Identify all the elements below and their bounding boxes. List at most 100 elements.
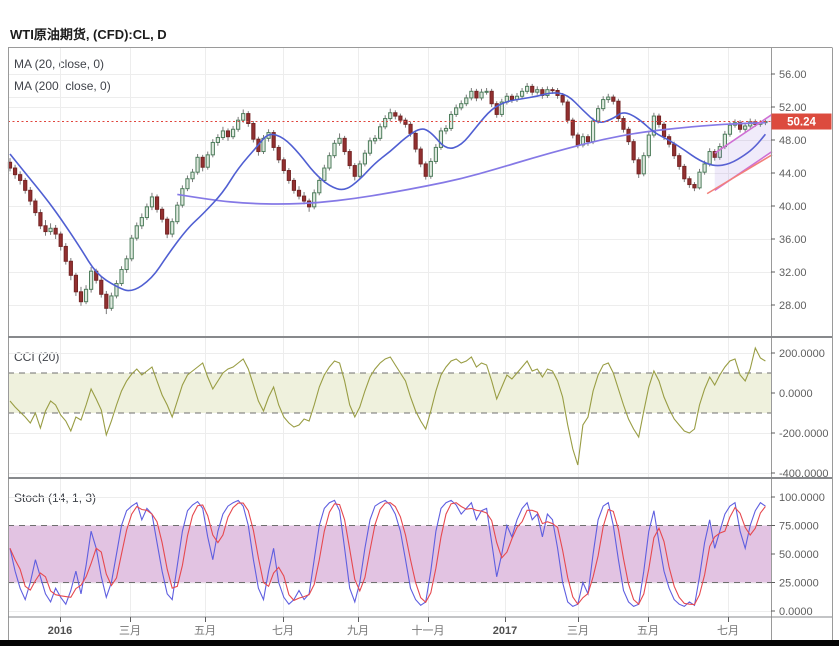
candle: [535, 89, 540, 93]
candle: [702, 163, 707, 173]
candle: [83, 288, 89, 303]
price-axis[interactable]: [771, 48, 832, 618]
candle: [550, 89, 555, 92]
candle: [433, 146, 438, 162]
price-axis-label: -400.0000: [779, 468, 829, 480]
candle: [124, 258, 129, 271]
candle: [519, 90, 525, 97]
price-axis-label: 200.0000: [779, 348, 825, 360]
candle: [225, 130, 231, 138]
price-panel: [7, 83, 773, 315]
candle: [367, 140, 373, 154]
candle: [38, 212, 43, 227]
candle: [337, 137, 342, 144]
price-axis-label: 56.00: [779, 69, 807, 81]
candle: [408, 123, 413, 134]
candle: [322, 167, 327, 181]
candle: [342, 137, 347, 153]
candle: [388, 112, 393, 120]
candle: [727, 124, 733, 135]
candle: [134, 225, 139, 239]
price-axis-label: 36.00: [779, 234, 807, 246]
candle: [499, 101, 504, 115]
candle: [215, 137, 220, 143]
candle: [210, 141, 215, 156]
time-axis[interactable]: [8, 617, 832, 640]
candle: [139, 217, 144, 227]
candle: [312, 192, 317, 208]
candle: [398, 115, 403, 121]
candle: [697, 171, 702, 189]
candle: [12, 167, 18, 176]
candle: [271, 132, 276, 148]
candle: [281, 159, 286, 172]
price-axis-label: 40.00: [779, 201, 807, 213]
candle: [170, 221, 175, 235]
candle: [672, 143, 677, 157]
time-axis-label: 2017: [493, 625, 517, 637]
candle: [443, 127, 449, 132]
last-price-label: 50.24: [787, 117, 816, 129]
candle: [601, 99, 606, 110]
candle: [205, 154, 210, 168]
candle: [175, 204, 180, 223]
candle: [347, 151, 352, 167]
cci-line: [9, 346, 766, 466]
candle: [677, 155, 682, 167]
candle: [707, 151, 712, 165]
candle: [53, 227, 58, 235]
candle: [687, 178, 692, 186]
time-axis-label: 五月: [194, 625, 216, 637]
candle: [682, 165, 687, 180]
candle: [119, 269, 124, 285]
symbol-title: WTI原油期货, (CFD):CL, D: [10, 27, 167, 42]
candle: [585, 136, 591, 143]
candles: [7, 83, 768, 315]
price-axis-label: -200.0000: [779, 428, 829, 440]
candle: [109, 295, 114, 309]
cci-panel: [9, 346, 766, 466]
time-axis-label: 五月: [637, 625, 659, 637]
candle: [656, 115, 662, 125]
price-axis-label: 44.00: [779, 168, 807, 180]
candle: [611, 96, 616, 102]
candle: [352, 165, 357, 177]
price-axis-label: 0.0000: [779, 606, 813, 618]
candle: [692, 184, 697, 189]
candle: [560, 94, 565, 103]
candle: [525, 85, 530, 92]
bottom-bar: [0, 640, 839, 646]
price-axis-label: 50.0000: [779, 549, 819, 561]
candle: [606, 96, 611, 101]
candle: [296, 189, 302, 197]
channel-upper-line: [714, 113, 773, 154]
candle: [28, 189, 33, 202]
candle: [73, 274, 79, 293]
candle: [144, 206, 149, 219]
legend-ma20[interactable]: MA (20, close, 0): [14, 57, 105, 71]
candle: [165, 218, 170, 235]
candle: [185, 178, 190, 190]
candle: [129, 237, 134, 260]
candle: [149, 196, 155, 208]
channel-fill[interactable]: [714, 114, 773, 191]
candle: [372, 137, 378, 142]
candle: [530, 85, 535, 93]
time-axis-label: 七月: [717, 624, 739, 637]
legend-ma200[interactable]: MA (200, close, 0): [14, 79, 111, 93]
candle: [413, 132, 418, 150]
candle: [230, 128, 236, 138]
candle: [383, 118, 388, 128]
candle: [590, 120, 596, 143]
candle: [570, 119, 575, 136]
candle: [89, 270, 94, 290]
candle: [251, 123, 256, 140]
ma200-line: [177, 121, 766, 205]
candle: [220, 130, 226, 139]
last-price-badge: [771, 113, 832, 130]
candle: [641, 155, 646, 175]
time-axis-label: 三月: [567, 625, 589, 637]
candle: [403, 119, 408, 125]
